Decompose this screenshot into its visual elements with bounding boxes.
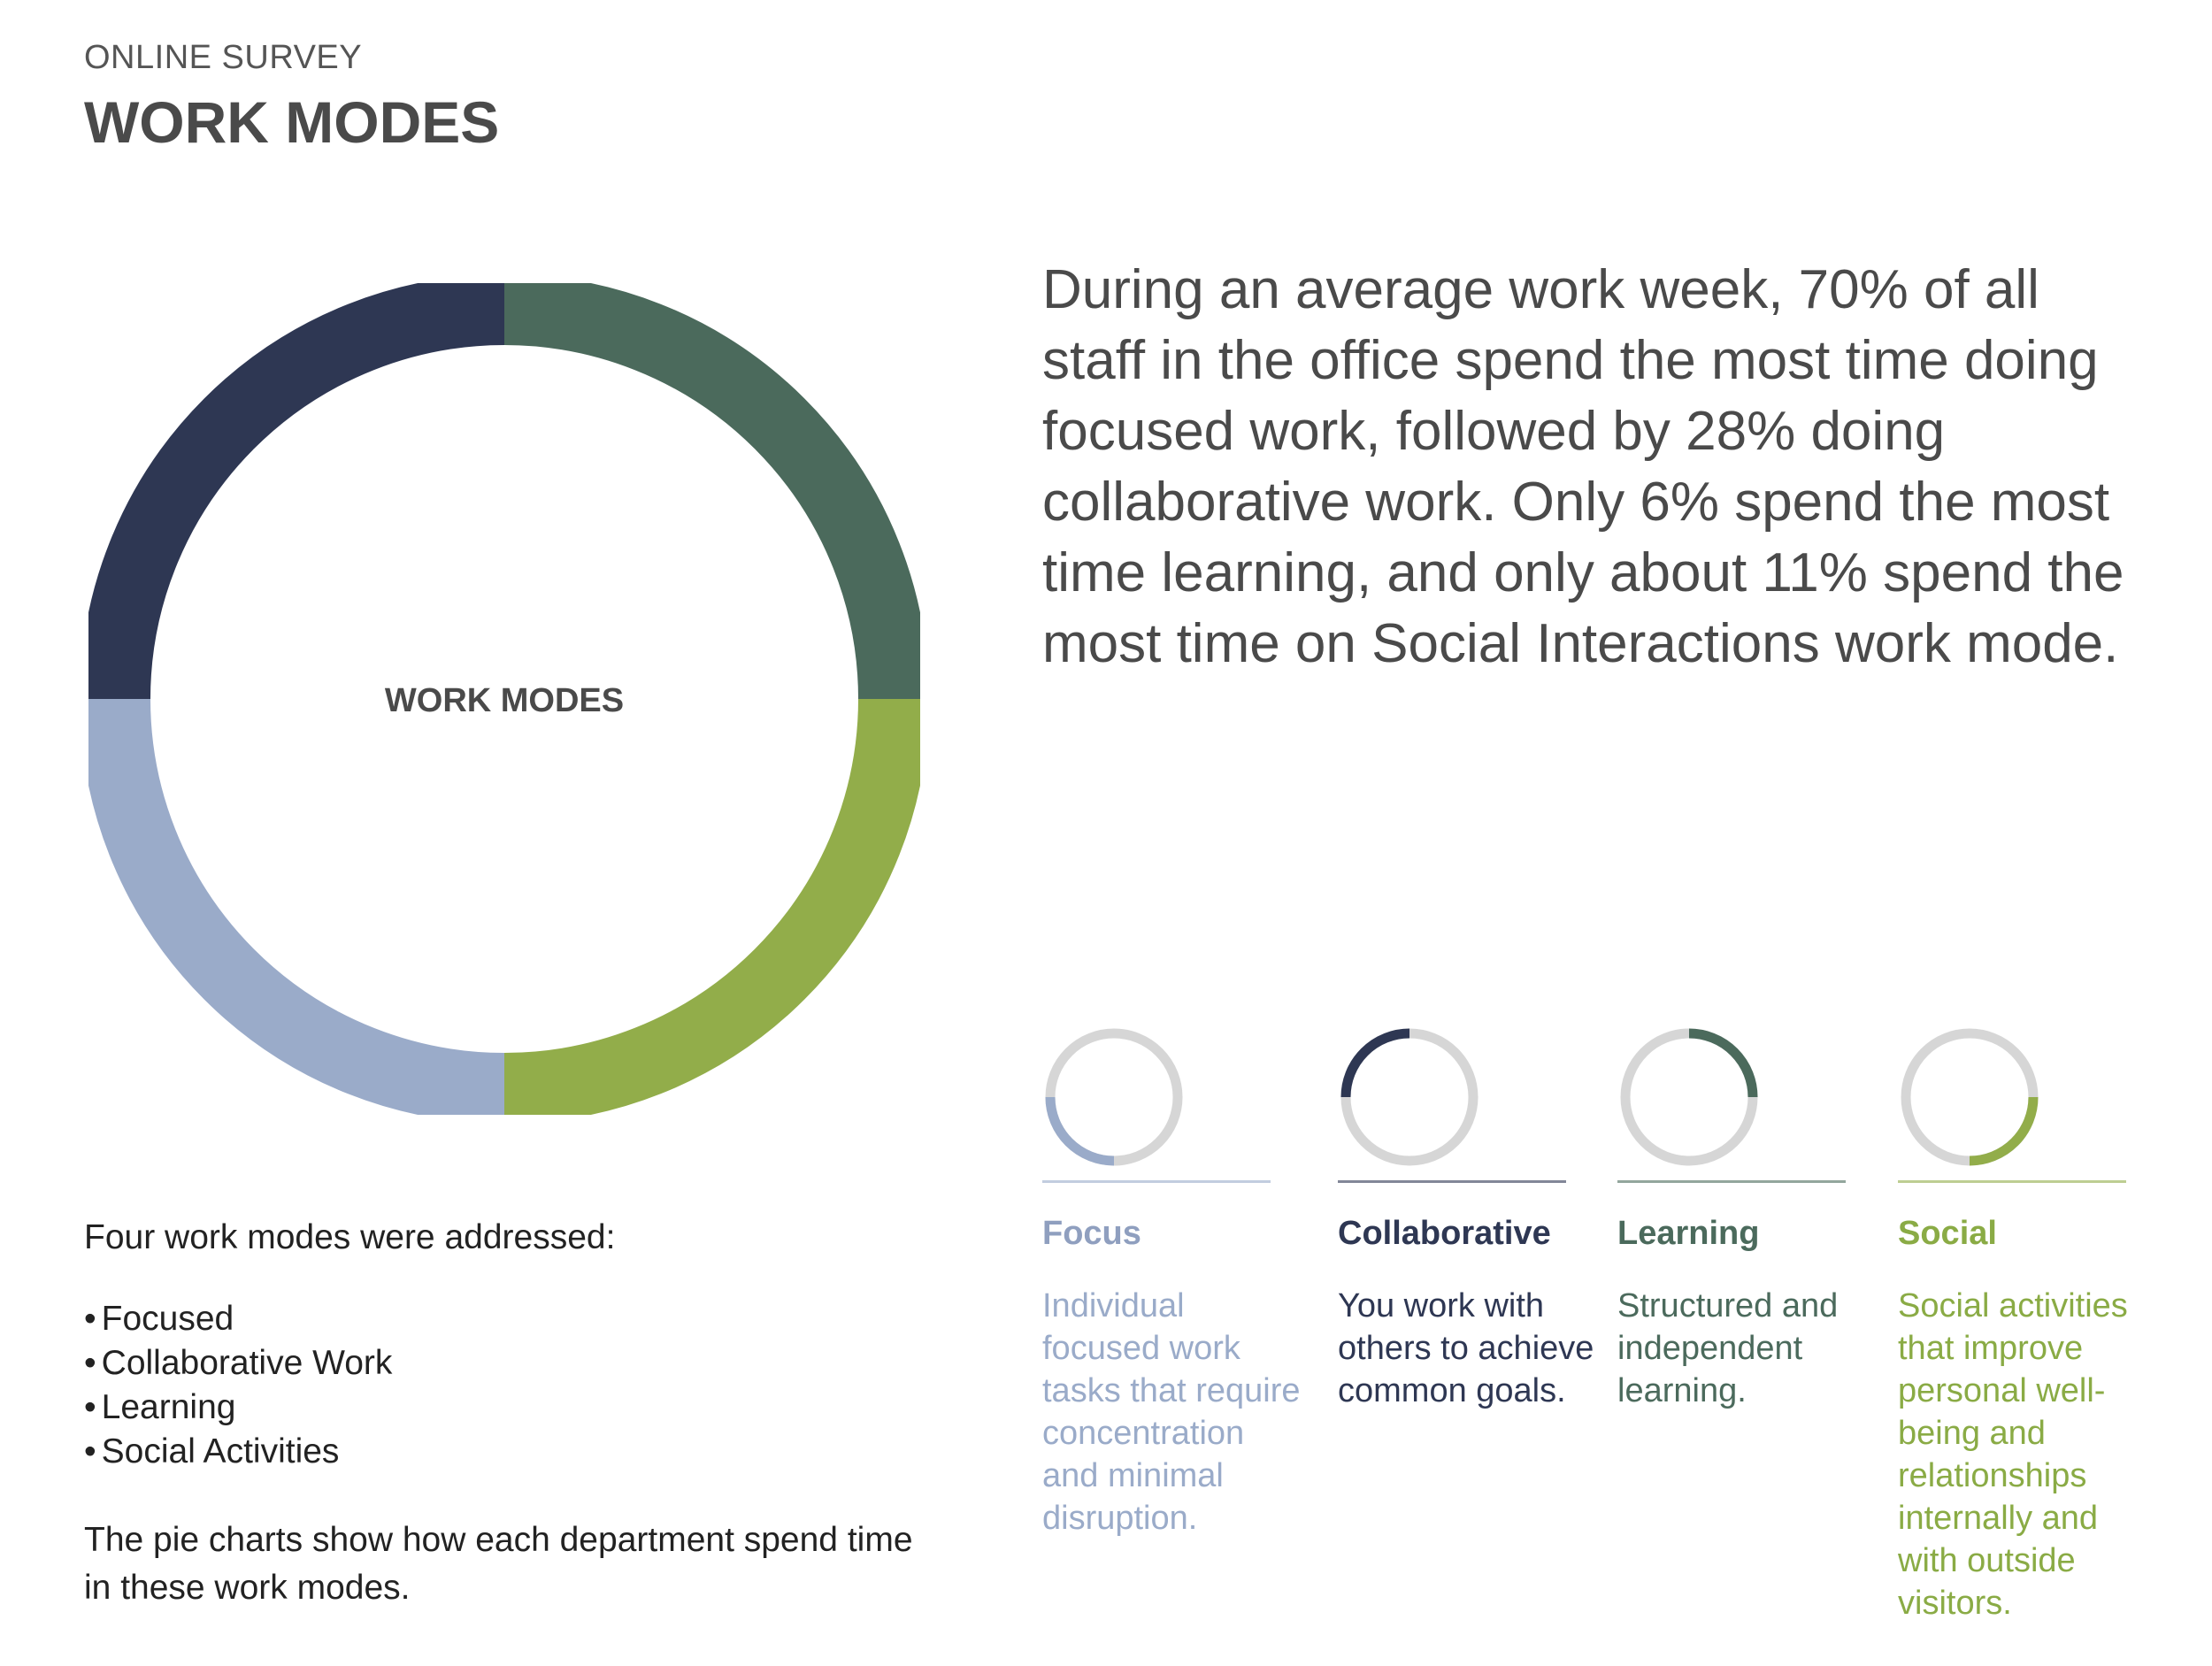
survey-summary: During an average work week, 70% of all … (1042, 259, 2124, 674)
survey-eyebrow: ONLINE SURVEY (84, 39, 363, 76)
focus-divider (1042, 1180, 1271, 1183)
collaborative-name: Collaborative (1338, 1215, 1551, 1252)
social-name: Social (1898, 1215, 1997, 1252)
mode-card-focus: Focus Individual focused work tasks that… (1042, 1026, 1300, 1539)
list-item: Social Activities (84, 1430, 933, 1474)
intro-lead: Four work modes were addressed: (84, 1218, 616, 1256)
social-description: Social activities that improve personal … (1898, 1287, 2128, 1622)
pie-slice-learning (503, 283, 920, 700)
pie-slice-social (503, 698, 920, 1115)
pie-slice-collaborative (88, 283, 505, 700)
page-title: WORK MODES (84, 89, 500, 155)
work-modes-donut: WORK MODES (88, 283, 920, 1115)
mode-card-social: Social Social activities that improve pe… (1898, 1026, 2128, 1624)
list-item: Focused (84, 1297, 933, 1341)
focus-name: Focus (1042, 1215, 1141, 1252)
learning-divider (1617, 1180, 1846, 1183)
collaborative-description: You work with others to achieve common g… (1338, 1287, 1594, 1409)
mode-card-learning: Learning Structured and independent lear… (1617, 1026, 1847, 1412)
learning-ring (1620, 1028, 1758, 1166)
intro-note: The pie charts show how each department … (84, 1521, 913, 1607)
donut-center-label: WORK MODES (385, 682, 624, 719)
collaborative-divider (1338, 1180, 1566, 1183)
ring-arc-social (1969, 1096, 2039, 1166)
ring-arc-collaborative (1340, 1028, 1410, 1098)
modes-list: Focused Collaborative Work Learning Soci… (84, 1297, 933, 1474)
list-item: Collaborative Work (84, 1341, 933, 1386)
pie-slice-focus (88, 698, 505, 1115)
focus-ring (1045, 1028, 1183, 1166)
mode-card-collaborative: Collaborative You work with others to ac… (1338, 1026, 1594, 1412)
focus-description: Individual focused work tasks that requi… (1042, 1287, 1301, 1537)
ring-arc-learning (1688, 1028, 1758, 1098)
learning-description: Structured and independent learning. (1617, 1287, 1839, 1409)
learning-name: Learning (1617, 1215, 1760, 1252)
ring-arc-focus (1045, 1096, 1115, 1166)
social-ring (1901, 1028, 2039, 1166)
list-item: Learning (84, 1386, 933, 1430)
collaborative-ring (1340, 1028, 1479, 1166)
social-divider (1898, 1180, 2126, 1183)
intro-block: Four work modes were addressed: Focused … (84, 1214, 933, 1612)
